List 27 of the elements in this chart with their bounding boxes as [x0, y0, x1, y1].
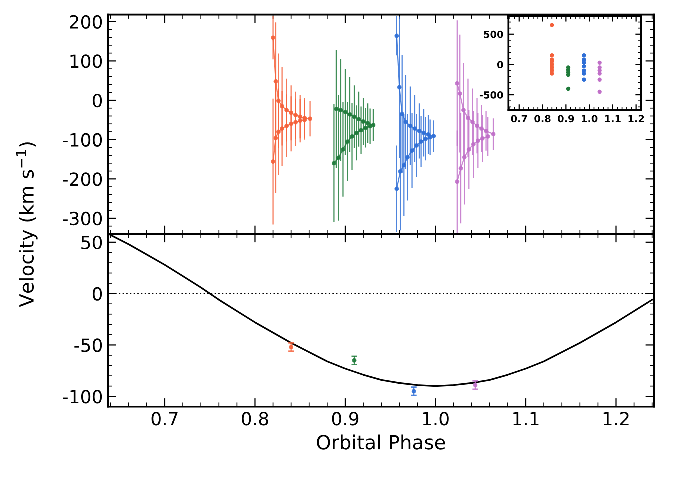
- y-tick-label: 200: [70, 15, 102, 29]
- x-tick-label: 1.0: [423, 412, 449, 426]
- y-tick-label: 0: [497, 61, 504, 69]
- y-tick-label: -50: [74, 338, 102, 352]
- x-tick-label: 0.8: [242, 412, 268, 426]
- x-tick-label: 0.7: [511, 115, 528, 123]
- y-tick-label: 0: [92, 94, 102, 108]
- y-tick-label: 100: [70, 54, 102, 68]
- x-tick-label: 1.2: [628, 115, 644, 122]
- y-tick-label: 500: [484, 30, 504, 38]
- x-tick-label: 0.8: [534, 115, 551, 123]
- y-tick-label: 50: [82, 236, 102, 250]
- x-axis-title: Orbital Phase: [317, 434, 446, 450]
- y-tick-label: 0: [92, 287, 102, 301]
- x-tick-label: 0.9: [558, 115, 574, 123]
- y-tick-label: -200: [63, 172, 102, 186]
- y-tick-label: -300: [63, 212, 102, 226]
- x-tick-label: 0.9: [332, 412, 359, 426]
- x-tick-label: 1.0: [582, 115, 598, 123]
- x-tick-label: 1.1: [514, 412, 539, 426]
- x-tick-label: 0.7: [152, 412, 178, 426]
- y-tick-label: -100: [63, 390, 102, 404]
- x-tick-label: 1.2: [604, 412, 629, 426]
- y-tick-label: -100: [63, 133, 102, 147]
- y-axis-title: Velocity (km s$^{−1}$): [16, 142, 38, 308]
- x-tick-label: 1.1: [605, 115, 621, 122]
- y-tick-label: -500: [480, 92, 504, 99]
